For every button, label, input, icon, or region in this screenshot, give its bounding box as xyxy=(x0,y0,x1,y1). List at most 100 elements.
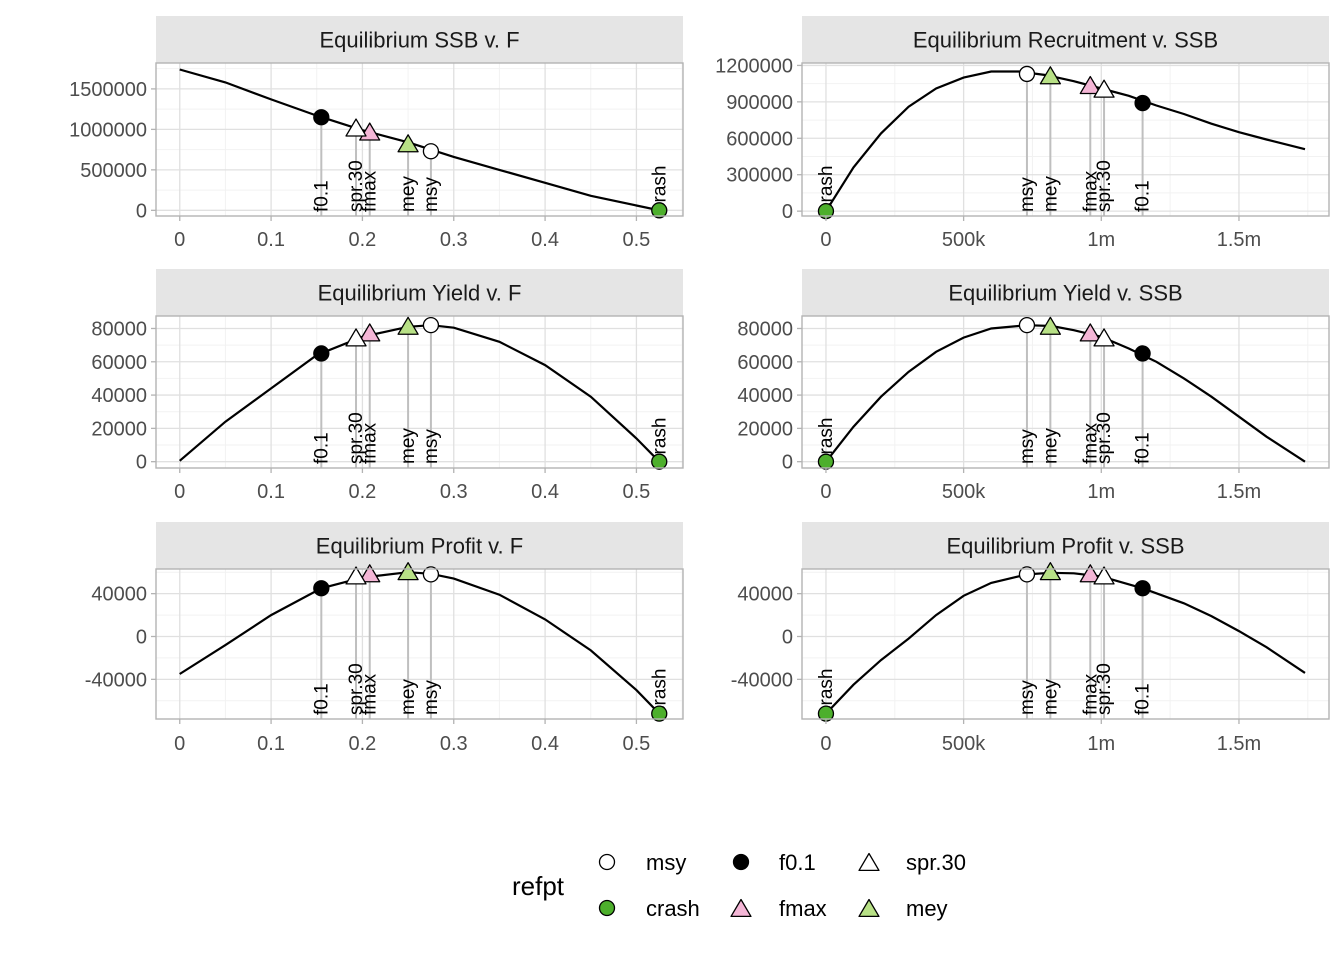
y-tick-label: 1500000 xyxy=(69,79,147,101)
series-curve xyxy=(825,324,1306,463)
refpt-label-spr.30: spr.30 xyxy=(346,663,367,715)
refpt-label-f0.1: f0.1 xyxy=(1133,432,1154,464)
refpt-label-mey: mey xyxy=(398,679,419,715)
y-tick-label: 0 xyxy=(782,452,793,474)
legend-title: refpt xyxy=(512,871,565,901)
panel-border xyxy=(155,62,684,217)
legend-item-fmax: fmax xyxy=(730,896,827,921)
refpt-marker-f0.1 xyxy=(313,580,330,597)
legend-label-msy: msy xyxy=(646,850,686,875)
y-tick-label: 40000 xyxy=(91,385,147,407)
legend-key-crash xyxy=(598,899,616,917)
refpt-label-crash: crash xyxy=(649,669,670,715)
legend-item-spr.30: spr.30 xyxy=(858,850,966,875)
x-tick-label: 0 xyxy=(174,481,185,503)
x-tick-label: 0.5 xyxy=(623,481,651,503)
panel-border xyxy=(801,315,1330,469)
refpt-marker-f0.1 xyxy=(1134,580,1151,597)
panel-ssb_f: Equilibrium SSB v. F msy crash f0.1 fmaxspr.… xyxy=(69,16,684,251)
legend-label-f0.1: f0.1 xyxy=(779,850,816,875)
refpt-marker-msy xyxy=(1018,566,1036,583)
refpt-marker-crash xyxy=(817,453,835,470)
y-tick-label: -40000 xyxy=(85,669,147,691)
refpt-marker-mey xyxy=(1039,562,1061,581)
panel-profit_ssb: Equilibrium Profit v. SSB msy crash f0.1 fma… xyxy=(731,522,1330,755)
y-tick-label: 80000 xyxy=(91,318,147,340)
y-tick-label: 40000 xyxy=(737,584,793,606)
legend-key-msy xyxy=(598,853,616,871)
refpt-marker-fmax xyxy=(1079,564,1101,583)
x-tick-label: 1m xyxy=(1087,733,1115,755)
y-tick-label: -40000 xyxy=(731,669,793,691)
refpt-marker-spr.30 xyxy=(1093,566,1115,585)
legend-key-spr.30 xyxy=(858,852,880,872)
legend-item-crash: crash xyxy=(598,896,700,921)
x-tick-label: 500k xyxy=(942,733,986,755)
strip-background xyxy=(802,16,1329,63)
legend-label-mey: mey xyxy=(906,896,948,921)
refpt-marker-fmax xyxy=(1079,75,1101,95)
legend-item-msy: msy xyxy=(598,850,686,875)
grid xyxy=(802,63,1329,216)
panel-title: Equilibrium Yield v. F xyxy=(318,281,522,306)
refpt-label-mey: mey xyxy=(1040,428,1061,464)
refpt-marker-mey xyxy=(397,316,419,335)
refpt-marker-msy xyxy=(422,317,440,334)
y-tick-label: 20000 xyxy=(737,418,793,440)
refpt-label-mey: mey xyxy=(1040,679,1061,715)
refpt-label-f0.1: f0.1 xyxy=(311,683,332,715)
y-tick-label: 0 xyxy=(782,627,793,649)
plot-area xyxy=(802,63,1329,216)
refpt-marker-f0.1 xyxy=(1134,94,1151,112)
legend-item-mey: mey xyxy=(858,896,948,921)
plot-area xyxy=(156,569,683,719)
refpt-label-spr.30: spr.30 xyxy=(1094,663,1115,715)
x-tick-label: 1m xyxy=(1087,481,1115,503)
x-tick-label: 0.2 xyxy=(349,229,377,251)
refpt-label-msy: msy xyxy=(1017,680,1038,715)
x-tick-label: 0.3 xyxy=(440,733,468,755)
x-tick-label: 1.5m xyxy=(1217,733,1261,755)
refpt-label-spr.30: spr.30 xyxy=(1094,412,1115,464)
refpt-label-msy: msy xyxy=(1017,177,1038,212)
refpt-marker-crash xyxy=(651,705,668,722)
y-tick-label: 40000 xyxy=(737,385,793,407)
refpt-label-fmax: fmax xyxy=(360,673,381,715)
refpt-label-crash: crash xyxy=(649,166,670,212)
x-tick-label: 0.5 xyxy=(623,733,651,755)
refpt-marker-fmax xyxy=(1079,323,1101,342)
refpt-label-mey: mey xyxy=(398,428,419,464)
x-tick-label: 0.3 xyxy=(440,481,468,503)
y-tick-label: 600000 xyxy=(726,128,793,150)
refpt-label-crash: crash xyxy=(816,418,837,464)
series-curve xyxy=(825,70,1306,212)
refpt-marker-fmax xyxy=(359,323,381,342)
refpt-label-spr.30: spr.30 xyxy=(346,160,367,212)
panel-border xyxy=(155,568,684,720)
refpt-marker-f0.1 xyxy=(313,109,330,126)
refpt-marker-mey xyxy=(1039,316,1061,335)
legend-key-f0.1 xyxy=(732,853,750,871)
refpt-label-fmax: fmax xyxy=(360,170,381,212)
panel-border xyxy=(801,62,1330,217)
legend-label-crash: crash xyxy=(646,896,700,921)
refpt-label-f0.1: f0.1 xyxy=(1133,683,1154,715)
refpt-label-f0.1: f0.1 xyxy=(311,180,332,212)
x-tick-label: 1m xyxy=(1087,229,1115,251)
refpt-marker-msy xyxy=(1018,65,1036,83)
x-tick-label: 0.1 xyxy=(257,229,285,251)
y-tick-label: 60000 xyxy=(737,352,793,374)
refpt-marker-spr.30 xyxy=(345,118,367,137)
refpt-marker-spr.30 xyxy=(1093,79,1115,98)
panel-yield_f: Equilibrium Yield v. F msy crash f0.1 fmaxsp… xyxy=(91,269,684,503)
x-tick-label: 500k xyxy=(942,481,986,503)
refpt-label-f0.1: f0.1 xyxy=(1133,180,1154,212)
refpt-marker-mey xyxy=(397,134,419,153)
x-tick-label: 0 xyxy=(174,229,185,251)
refpt-label-crash: crash xyxy=(649,418,670,464)
refpt-label-crash: crash xyxy=(816,166,837,212)
panel-rec_ssb: Equilibrium Recruitment v. SSB msy crash f0… xyxy=(715,16,1330,251)
